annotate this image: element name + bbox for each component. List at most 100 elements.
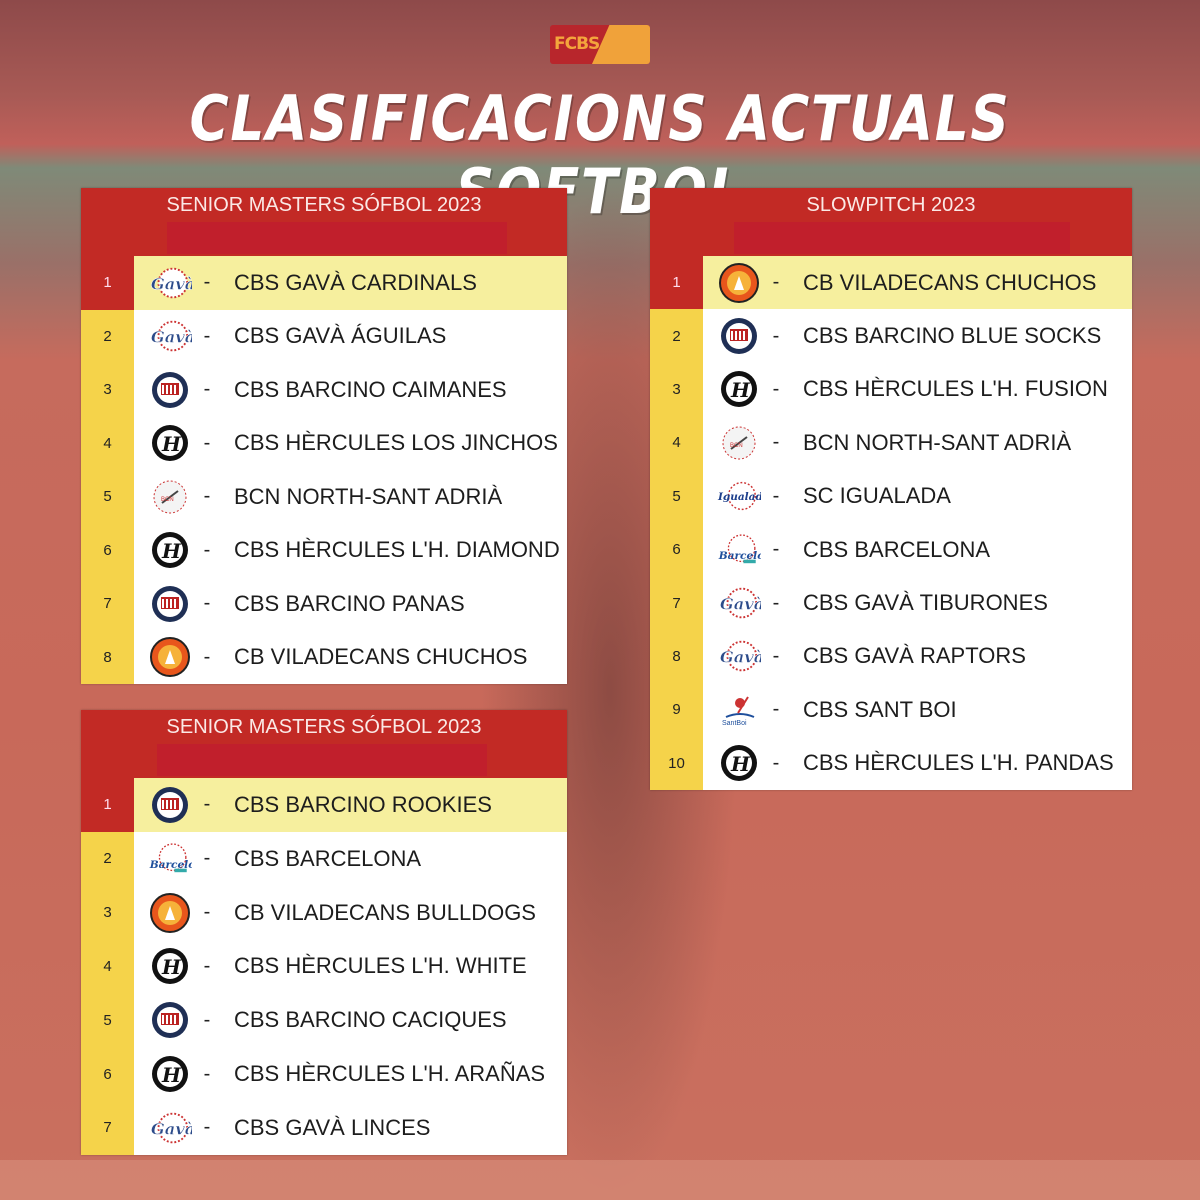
rank-cell: 5 <box>650 469 703 523</box>
separator-dash: - <box>203 431 211 454</box>
barcino-logo-icon <box>148 582 192 626</box>
standings-table-senior-masters-2: SENIOR MASTERS SÓFBOL 2023 1- CBS BARCINO … <box>81 710 567 1155</box>
hercules-logo-icon: H <box>148 1052 192 1096</box>
rank-cell: 4 <box>650 416 703 470</box>
table-row: 3 - CBS BARCINO CAIMANES <box>81 363 567 417</box>
hercules-logo-icon: H <box>148 528 192 572</box>
rank-cell: 4 <box>81 939 134 994</box>
svg-text:Igualada: Igualada <box>717 491 761 503</box>
table-row: 1 - CBS BARCINO ROOKIES <box>81 778 567 832</box>
rank-cell: 1 <box>650 256 703 310</box>
team-name: CBS GAVÀ TIBURONES <box>803 590 1048 616</box>
team-name: CBS BARCINO CAIMANES <box>234 376 507 402</box>
table-row: 6 H - CBS HÈRCULES L'H. ARAÑAS <box>81 1047 567 1102</box>
gava-logo-icon: Gavà <box>717 581 761 625</box>
separator-dash: - <box>203 324 211 347</box>
rank-cell: 1 <box>81 778 134 832</box>
rank-cell: 4 <box>81 416 134 470</box>
table-row: 7 Gavà - CBS GAVÀ TIBURONES <box>650 576 1132 630</box>
table-row: 5 Igualada-SC IGUALADA <box>650 469 1132 523</box>
team-name: CBS HÈRCULES L'H. FUSION <box>803 376 1108 402</box>
rank-cell: 7 <box>81 577 134 631</box>
team-name: CB VILADECANS CHUCHOS <box>803 269 1097 295</box>
separator-dash: - <box>772 751 780 774</box>
separator-dash: - <box>772 324 780 347</box>
table-row: 8 Gavà - CBS GAVÀ RAPTORS <box>650 629 1132 684</box>
rank-cell: 3 <box>81 363 134 417</box>
team-name: CBS HÈRCULES L'H. WHITE <box>234 953 527 979</box>
standings-table-senior-masters-1: SENIOR MASTERS SÓFBOL 2023 1 Gavà - CBS GAVÀ… <box>81 188 567 684</box>
background-field <box>0 1160 1200 1200</box>
rank-cell: 8 <box>81 630 134 684</box>
table-header: SLOWPITCH 2023 <box>650 188 1132 256</box>
table-row: 1 Gavà - CBS GAVÀ CARDINALS <box>81 256 567 310</box>
viladecans-logo-icon <box>148 891 192 935</box>
table-row: 8 - CB VILADECANS CHUCHOS <box>81 630 567 684</box>
separator-dash: - <box>772 431 780 454</box>
fcbs-logo: FCBS <box>550 25 650 64</box>
rank-cell: 8 <box>650 629 703 684</box>
table-row: 2 Barcelona-CBS BARCELONA <box>81 831 567 886</box>
team-name: CBS BARCELONA <box>234 845 422 871</box>
rank-cell: 2 <box>81 309 134 363</box>
team-name: CBS HÈRCULES L'H. ARAÑAS <box>234 1061 546 1087</box>
team-name: CBS GAVÀ ÁGUILAS <box>234 323 447 349</box>
rank-cell: 6 <box>650 522 703 577</box>
separator-dash: - <box>203 645 211 668</box>
separator-dash: - <box>772 698 780 721</box>
team-name: BCN NORTH-SANT ADRIÀ <box>234 483 503 509</box>
hercules-logo-icon: H <box>148 421 192 465</box>
bcn-north-logo-icon: BCN <box>148 475 192 519</box>
svg-text:Gavà: Gavà <box>151 1120 192 1139</box>
svg-text:BCN: BCN <box>730 443 743 449</box>
header-bar <box>167 222 507 254</box>
team-name: CBS GAVÀ CARDINALS <box>234 269 477 295</box>
table-row: 2 - CBS BARCINO BLUE SOCKS <box>650 309 1132 363</box>
rank-cell: 7 <box>650 576 703 630</box>
svg-text:H: H <box>161 432 182 456</box>
rank-cell: 5 <box>81 470 134 524</box>
separator-dash: - <box>772 484 780 507</box>
santboi-logo-icon: SantBoi <box>717 688 761 732</box>
separator-dash: - <box>203 1062 211 1085</box>
svg-text:Gavà: Gavà <box>720 595 761 614</box>
separator-dash: - <box>772 591 780 614</box>
rank-cell: 9 <box>650 683 703 737</box>
team-name: CBS GAVÀ RAPTORS <box>803 643 1026 669</box>
rank-cell: 3 <box>650 362 703 417</box>
table-row: 5 BCN - BCN NORTH-SANT ADRIÀ <box>81 470 567 524</box>
svg-text:SantBoi: SantBoi <box>722 720 747 727</box>
separator-dash: - <box>203 1116 211 1139</box>
table-title: SENIOR MASTERS SÓFBOL 2023 <box>166 716 482 738</box>
table-row: 5 - CBS BARCINO CACIQUES <box>81 993 567 1048</box>
gava-logo-icon: Gavà <box>148 314 192 358</box>
svg-text:Gavà: Gavà <box>151 274 192 293</box>
svg-text:Gavà: Gavà <box>151 328 192 347</box>
separator-dash: - <box>203 847 211 870</box>
table-row: 3 - CB VILADECANS BULLDOGS <box>81 885 567 940</box>
separator-dash: - <box>772 538 780 561</box>
separator-dash: - <box>203 378 211 401</box>
table-row: 4 H - CBS HÈRCULES L'H. WHITE <box>81 939 567 994</box>
table-row: 1 - CB VILADECANS CHUCHOS <box>650 256 1132 310</box>
separator-dash: - <box>772 271 780 294</box>
separator-dash: - <box>203 901 211 924</box>
svg-text:H: H <box>161 955 182 979</box>
rank-cell: 2 <box>650 309 703 363</box>
team-name: CBS HÈRCULES L'H. DIAMOND <box>234 537 560 563</box>
separator-dash: - <box>203 538 211 561</box>
team-name: CBS SANT BOI <box>803 696 957 722</box>
rank-cell: 1 <box>81 256 134 310</box>
table-row: 3 H - CBS HÈRCULES L'H. FUSION <box>650 362 1132 417</box>
team-name: CBS BARCINO ROOKIES <box>234 791 492 817</box>
svg-text:Gavà: Gavà <box>720 648 761 667</box>
rank-cell: 10 <box>650 736 703 790</box>
table-title: SLOWPITCH 2023 <box>806 194 976 216</box>
svg-text:H: H <box>161 1063 182 1087</box>
rank-cell: 5 <box>81 993 134 1048</box>
table-header: SENIOR MASTERS SÓFBOL 2023 <box>81 188 567 256</box>
gava-logo-icon: Gavà <box>148 261 192 305</box>
table-row: 9 SantBoi - CBS SANT BOI <box>650 683 1132 737</box>
team-name: SC IGUALADA <box>803 483 951 509</box>
team-name: CBS BARCINO CACIQUES <box>234 1007 507 1033</box>
